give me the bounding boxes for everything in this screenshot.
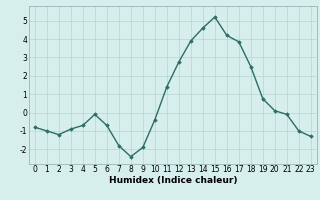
X-axis label: Humidex (Indice chaleur): Humidex (Indice chaleur) <box>108 176 237 185</box>
